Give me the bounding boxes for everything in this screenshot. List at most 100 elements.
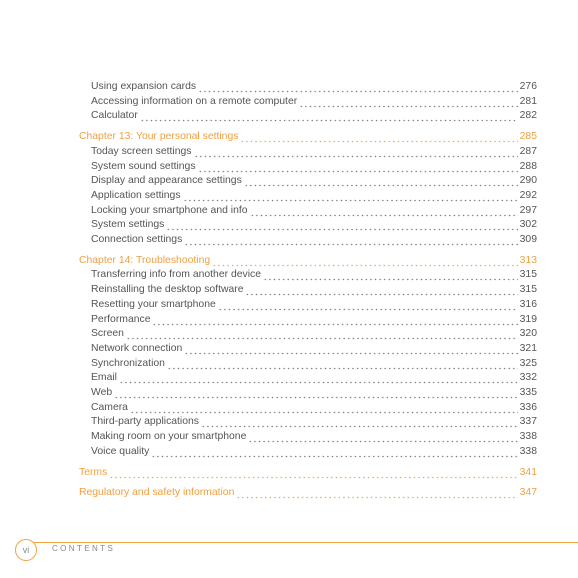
toc-entry: Accessing information on a remote comput…	[91, 94, 537, 109]
dot-leader	[166, 356, 518, 371]
entry-page: 337	[519, 416, 537, 428]
entry-title: Calculator	[91, 110, 138, 122]
entry-page: 309	[519, 234, 537, 245]
dot-leader	[152, 312, 518, 327]
dot-leader	[249, 203, 518, 218]
dot-leader	[197, 159, 518, 174]
entry-page: 302	[519, 219, 537, 231]
chapter-entry: Chapter 14: Troubleshooting 313	[79, 253, 537, 268]
entry-page: 319	[519, 313, 537, 325]
dot-leader	[262, 268, 518, 283]
entry-title: Making room on your smartphone	[91, 431, 247, 443]
entry-page: 325	[519, 357, 537, 369]
entry-title: Using expansion cards	[91, 81, 197, 92]
entry-title: Reinstalling the desktop software	[91, 284, 244, 296]
dot-leader	[248, 430, 518, 445]
toc-entry: System settings 302	[91, 218, 537, 233]
toc-entry: System sound settings 288	[91, 159, 537, 174]
page-number: vi	[15, 539, 37, 561]
entry-page: 315	[519, 269, 537, 281]
toc-entry: Email 332	[91, 371, 537, 386]
dot-leader	[236, 486, 518, 501]
entry-page: 321	[519, 342, 537, 354]
dot-leader	[193, 144, 518, 159]
toc-entry: Connection settings 309	[91, 233, 537, 247]
footer-rule	[27, 542, 578, 543]
entry-title: Camera	[91, 401, 128, 413]
toc-entry: Network connection 321	[91, 341, 537, 356]
toc-entry: Application settings 292	[91, 188, 537, 203]
toc-entry: Camera 336	[91, 400, 537, 415]
dot-leader	[182, 188, 518, 203]
entry-page: 335	[519, 387, 537, 398]
entry-title: Terms	[79, 466, 108, 478]
footer-label: CONTENTS	[52, 544, 116, 553]
toc-entry: Synchronization 325	[91, 356, 537, 371]
entry-page: 282	[519, 110, 537, 122]
entry-page: 285	[519, 131, 537, 143]
entry-page: 281	[519, 95, 537, 107]
dot-leader	[212, 253, 518, 268]
entry-page: 316	[519, 298, 537, 310]
chapter-entry: Chapter 13: Your personal settings 285	[79, 130, 537, 145]
entry-title: Network connection	[91, 342, 183, 354]
dot-leader	[125, 327, 518, 342]
entry-title: Application settings	[91, 189, 181, 201]
entry-title: Today screen settings	[91, 145, 192, 157]
toc-entry: Screen 320	[91, 327, 537, 342]
entry-title: Resetting your smartphone	[91, 298, 216, 310]
dot-leader	[118, 371, 518, 386]
toc-entry: Calculator 282	[91, 109, 537, 124]
entry-page: 338	[519, 431, 537, 443]
entry-title: Accessing information on a remote comput…	[91, 95, 298, 107]
dot-leader	[114, 386, 518, 400]
entry-title: Email	[91, 372, 117, 384]
dot-leader	[151, 444, 518, 459]
entry-page: 338	[519, 445, 537, 457]
entry-page: 288	[519, 160, 537, 172]
toc-entry: Web 335	[91, 386, 537, 400]
entry-title: Synchronization	[91, 357, 165, 369]
entry-title: Chapter 14: Troubleshooting	[79, 254, 211, 266]
toc-entry: Display and appearance settings 290	[91, 174, 537, 189]
entry-page: 332	[519, 372, 537, 384]
entry-title: System sound settings	[91, 160, 196, 172]
dot-leader	[201, 415, 518, 430]
entry-page: 287	[519, 145, 537, 157]
dot-leader	[184, 341, 518, 356]
entry-title: Transferring info from another device	[91, 269, 261, 281]
toc-entry: Locking your smartphone and info 297	[91, 203, 537, 218]
chapter-entry: Regulatory and safety information 347	[79, 486, 537, 501]
entry-title: Third-party applications	[91, 416, 199, 428]
toc-entry: Resetting your smartphone 316	[91, 297, 537, 312]
entry-page: 290	[519, 175, 537, 187]
dot-leader	[139, 109, 518, 124]
entry-title: Voice quality	[91, 445, 150, 457]
toc-entry: Third-party applications 337	[91, 415, 537, 430]
entry-page: 292	[519, 189, 537, 201]
toc-entry: Using expansion cards 276	[91, 80, 537, 94]
entry-page: 347	[519, 487, 537, 499]
entry-page: 336	[519, 401, 537, 413]
chapter-entry: Terms 341	[79, 465, 537, 480]
toc-entry: Making room on your smartphone 338	[91, 430, 537, 445]
entry-title: Chapter 13: Your personal settings	[79, 131, 239, 143]
entry-title: Regulatory and safety information	[79, 487, 235, 499]
dot-leader	[243, 174, 518, 189]
entry-page: 320	[519, 328, 537, 340]
entry-title: Performance	[91, 313, 151, 325]
dot-leader	[299, 94, 518, 109]
dot-leader	[217, 297, 518, 312]
dot-leader	[129, 400, 518, 415]
toc-entry: Today screen settings 287	[91, 144, 537, 159]
entry-title: System settings	[91, 219, 165, 231]
toc-entry: Performance 319	[91, 312, 537, 327]
entry-page: 315	[519, 284, 537, 296]
dot-leader	[240, 130, 518, 145]
toc-entry: Reinstalling the desktop software 315	[91, 283, 537, 298]
entry-title: Connection settings	[91, 234, 183, 245]
dot-leader	[184, 233, 518, 247]
entry-title: Web	[91, 387, 113, 398]
dot-leader	[198, 80, 518, 94]
